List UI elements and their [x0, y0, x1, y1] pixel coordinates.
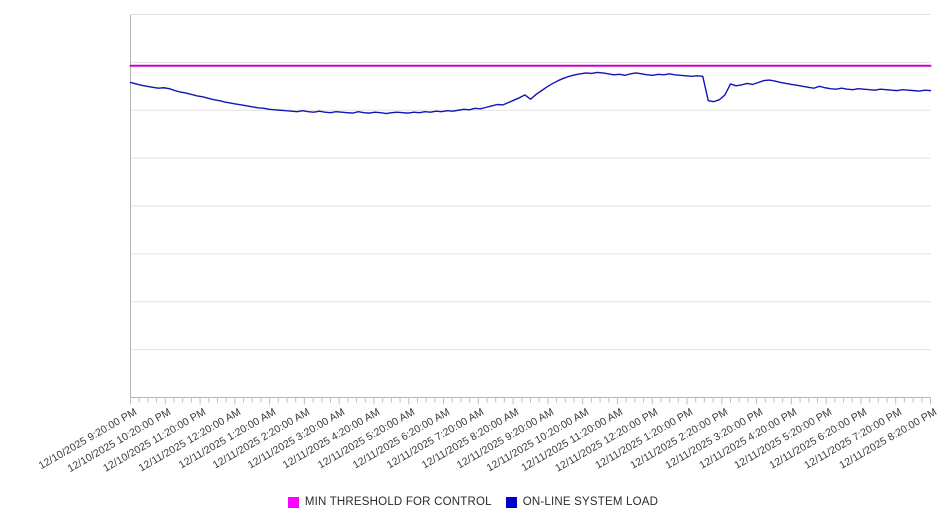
chart-legend: MIN THRESHOLD FOR CONTROL ON-LINE SYSTEM … — [0, 496, 946, 508]
legend-entry[interactable]: MIN THRESHOLD FOR CONTROL — [287, 496, 492, 508]
legend-label: ON-LINE SYSTEM LOAD — [522, 496, 659, 508]
x-axis-ticks — [130, 397, 931, 405]
legend-entry[interactable]: ON-LINE SYSTEM LOAD — [505, 496, 659, 508]
legend-swatch-icon — [287, 496, 299, 508]
series-lines — [129, 64, 932, 115]
series-line-2 — [129, 71, 932, 115]
grid-lines — [130, 14, 931, 398]
legend-swatch-icon — [505, 496, 517, 508]
legend-label: MIN THRESHOLD FOR CONTROL — [304, 496, 492, 508]
